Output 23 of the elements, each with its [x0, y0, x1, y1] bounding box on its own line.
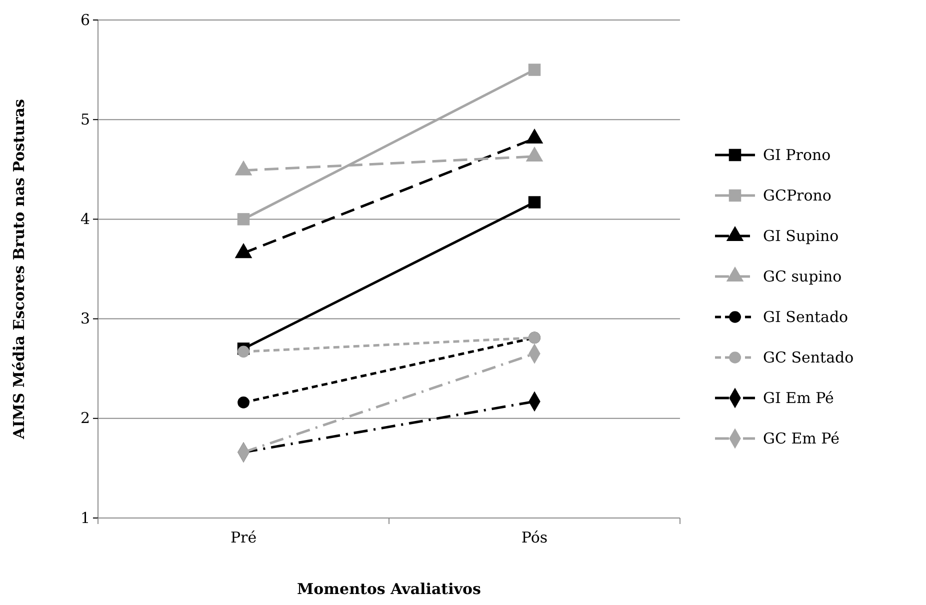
y-tick-label: 4 [80, 210, 90, 228]
legend-label: GI Supino [763, 227, 839, 245]
x-tick-label: Pré [230, 528, 257, 547]
point [238, 346, 250, 358]
legend-label: GC supino [763, 268, 842, 286]
legend-label: GC Em Pé [763, 430, 840, 448]
point [528, 64, 541, 76]
legend-label: GC Sentado [763, 348, 854, 366]
legend-label: GI Em Pé [763, 389, 834, 407]
y-tick-label: 2 [80, 409, 90, 428]
y-tick-label: 1 [80, 508, 90, 527]
y-tick-label: 3 [80, 310, 90, 328]
legend-label: GI Sentado [763, 308, 848, 326]
point [237, 213, 250, 226]
legend-label: GI Prono [763, 146, 831, 164]
point [238, 396, 250, 408]
y-tick-label: 5 [80, 110, 90, 128]
x-tick-label: Pós [521, 528, 548, 547]
y-axis-title: AIMS Média Escores Bruto nas Posturas [10, 99, 28, 440]
x-axis-title: Momentos Avaliativos [297, 580, 481, 598]
point [528, 196, 541, 208]
y-tick-label: 6 [80, 10, 90, 29]
legend-label: GCProno [763, 186, 832, 204]
